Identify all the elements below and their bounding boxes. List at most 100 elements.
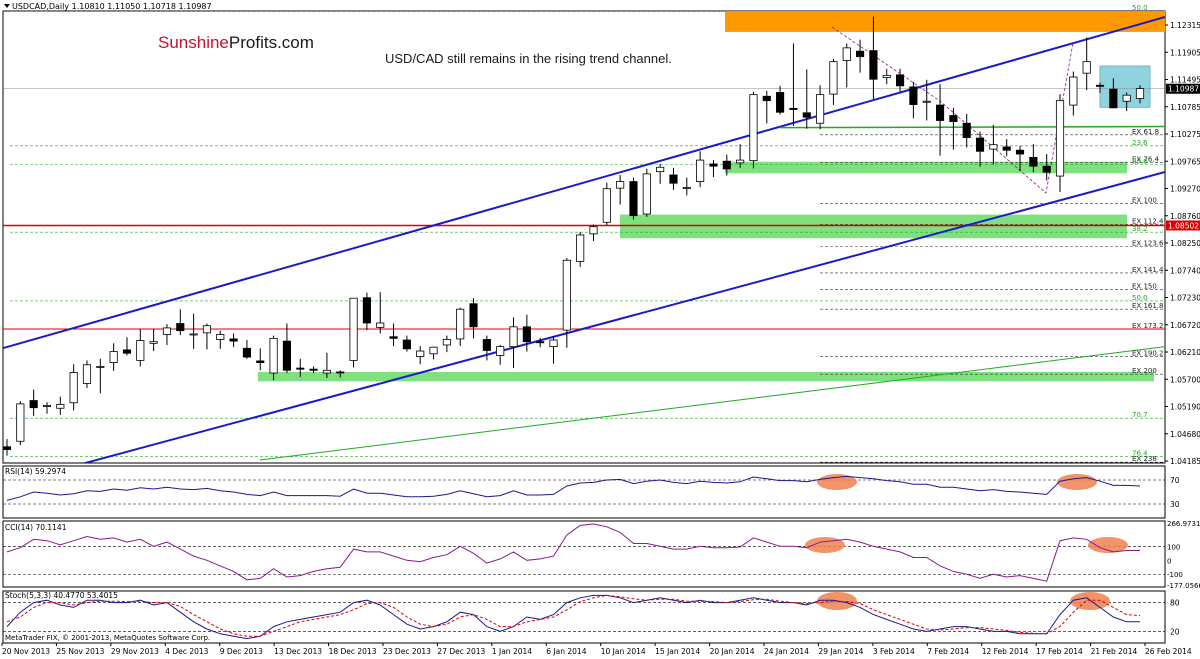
fib-label: EX 200 [1132, 367, 1157, 375]
candle [522, 326, 531, 343]
y-tick-label: 1.12315 [1170, 21, 1200, 30]
red-level-label: 1.08502 [1168, 221, 1199, 230]
stoch-signal-line [6, 594, 1141, 637]
candle [882, 74, 891, 78]
chart-headline: USD/CAD still remains in the rising tren… [385, 51, 672, 66]
candle [989, 144, 998, 150]
rsi-line [6, 475, 1141, 501]
candle [536, 341, 545, 344]
candle [656, 166, 665, 173]
y-tick-label: 1.05190 [1170, 403, 1200, 412]
candle [216, 334, 225, 340]
x-tick-label: 7 Feb 2014 [927, 647, 969, 656]
brand-part1: Sunshine [158, 33, 229, 52]
rsi-tick-70: 70 [1170, 476, 1180, 485]
candle [376, 322, 385, 328]
fib-label: 76.4 [1132, 450, 1148, 458]
stoch-highlight-ellipse [1070, 592, 1110, 610]
candle [402, 339, 411, 350]
brand-part2: Profits.com [228, 33, 314, 52]
candle [869, 50, 878, 80]
candle [736, 159, 745, 164]
candle [362, 297, 371, 324]
fib-label: 23.6 [1132, 139, 1148, 147]
stoch-main-line [6, 594, 1140, 640]
x-tick-label: 15 Jan 2014 [655, 647, 700, 656]
fib-label: 38.2 [1132, 225, 1148, 233]
candle [69, 372, 78, 404]
candle [482, 339, 491, 351]
support-zone-0 [258, 371, 1154, 382]
candle [496, 346, 505, 356]
panel-frame-3 [2, 590, 1166, 644]
candle [616, 181, 625, 189]
y-tick-label: 1.05700 [1170, 375, 1200, 384]
resistance-zone [725, 11, 1165, 32]
candle [762, 95, 771, 102]
candle [642, 173, 651, 215]
x-tick-label: 24 Jan 2014 [764, 647, 809, 656]
candle [176, 323, 185, 332]
candle [1069, 76, 1078, 106]
support-line [779, 125, 1165, 129]
candle [242, 347, 251, 358]
y-tick-label: 1.11495 [1170, 76, 1200, 85]
fib-label: EX 61.8 [1132, 128, 1159, 136]
triangle-icon [4, 4, 10, 8]
cci-tick: 100 [1167, 543, 1180, 551]
candle [429, 346, 438, 355]
candle [842, 47, 851, 61]
candle [29, 400, 38, 409]
candle [1095, 84, 1105, 87]
candle [136, 340, 145, 361]
candle [589, 226, 598, 235]
candle [802, 112, 811, 118]
candle [922, 100, 931, 103]
price-plot [3, 11, 1165, 463]
panel-frame-2 [2, 520, 1166, 588]
candle [629, 181, 638, 217]
candle [962, 122, 971, 138]
fib-label: EX 173.2 [1132, 322, 1163, 330]
candle [562, 259, 571, 331]
support-zone-2 [620, 214, 1127, 239]
x-tick-label: 4 Dec 2013 [165, 647, 208, 656]
cci-tick: 0 [1167, 557, 1171, 565]
candle [202, 325, 212, 334]
candle [749, 94, 758, 162]
copyright-text: MetaTrader FIX, © 2001-2013, MetaQuotes … [5, 634, 210, 642]
price-badge-bg [1166, 220, 1200, 231]
x-tick-label: 1 Jan 2014 [492, 647, 532, 656]
rsi-tick-30: 30 [1170, 500, 1180, 509]
candle [1135, 88, 1145, 99]
stoch-title: Stoch(5,3,3) 40.4770 53.4015 [5, 591, 118, 600]
candle [1122, 94, 1131, 102]
y-tick-label: 1.09270 [1170, 185, 1200, 194]
y-tick-label: 1.11905 [1170, 48, 1200, 57]
x-tick-label: 9 Dec 2013 [220, 647, 263, 656]
channel-upper [3, 16, 1165, 350]
x-tick-label: 20 Nov 2013 [2, 647, 50, 656]
fib-label: EX 190.2 [1132, 350, 1163, 358]
current-price-label: 1.10987 [1168, 85, 1199, 94]
x-tick-label: 25 Nov 2013 [56, 647, 104, 656]
cci-highlight-ellipse [1088, 537, 1128, 553]
cci-tick: -100 [1167, 571, 1183, 579]
x-tick-label: 18 Dec 2013 [329, 647, 377, 656]
fib-label: 70.7 [1132, 411, 1148, 419]
candle [1029, 156, 1038, 167]
x-tick-label: 29 Nov 2013 [111, 647, 159, 656]
candle [669, 174, 678, 184]
cci-highlight-ellipse [805, 537, 845, 553]
candle [722, 160, 731, 170]
candle [776, 92, 785, 113]
candle [282, 340, 291, 371]
fib-label: 23.6 [1132, 158, 1148, 166]
candle [122, 349, 132, 354]
fib-label: EX 150 [1132, 282, 1157, 290]
candle [389, 336, 398, 339]
candle [456, 308, 465, 340]
candle [269, 337, 278, 374]
candle [896, 74, 905, 87]
